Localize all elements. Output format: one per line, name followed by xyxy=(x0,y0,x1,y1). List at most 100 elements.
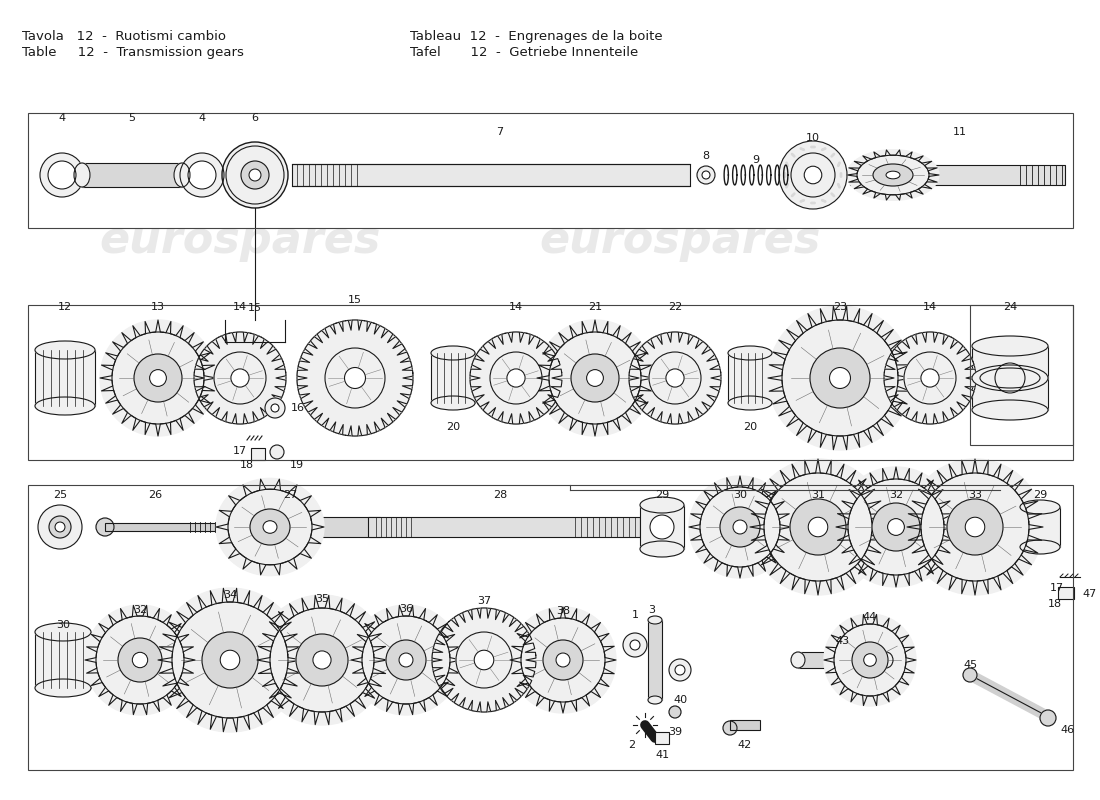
Ellipse shape xyxy=(180,153,224,197)
Ellipse shape xyxy=(802,200,803,202)
Ellipse shape xyxy=(118,638,162,682)
Bar xyxy=(35,632,91,688)
Ellipse shape xyxy=(793,155,794,156)
Ellipse shape xyxy=(702,171,710,179)
Polygon shape xyxy=(297,320,412,436)
Text: 33: 33 xyxy=(968,490,982,500)
Bar xyxy=(1058,587,1074,599)
Ellipse shape xyxy=(822,200,823,201)
Ellipse shape xyxy=(650,515,674,539)
Ellipse shape xyxy=(837,165,839,166)
Ellipse shape xyxy=(782,320,898,436)
Ellipse shape xyxy=(728,346,772,360)
Ellipse shape xyxy=(1020,500,1060,514)
Text: Table     12  -  Transmission gears: Table 12 - Transmission gears xyxy=(22,46,244,59)
Ellipse shape xyxy=(811,202,812,204)
Polygon shape xyxy=(847,150,939,200)
Ellipse shape xyxy=(814,202,815,204)
Ellipse shape xyxy=(838,164,839,166)
Ellipse shape xyxy=(972,400,1048,420)
Text: 17: 17 xyxy=(233,446,248,456)
Ellipse shape xyxy=(839,162,840,163)
Polygon shape xyxy=(537,320,653,436)
Text: 12: 12 xyxy=(58,302,73,312)
Ellipse shape xyxy=(249,169,261,181)
Text: 39: 39 xyxy=(668,727,682,737)
Text: 19: 19 xyxy=(290,460,304,470)
Text: 32: 32 xyxy=(889,490,903,500)
Ellipse shape xyxy=(947,499,1003,555)
Text: 31: 31 xyxy=(811,490,825,500)
Ellipse shape xyxy=(640,541,684,557)
Text: 8: 8 xyxy=(703,151,710,161)
Ellipse shape xyxy=(630,640,640,650)
Bar xyxy=(104,523,214,531)
Ellipse shape xyxy=(669,706,681,718)
Ellipse shape xyxy=(750,459,886,595)
Ellipse shape xyxy=(324,348,385,408)
Text: 26: 26 xyxy=(147,490,162,500)
Ellipse shape xyxy=(801,201,802,202)
Ellipse shape xyxy=(456,632,512,688)
Ellipse shape xyxy=(791,153,835,197)
Bar xyxy=(640,505,684,549)
Ellipse shape xyxy=(791,652,805,668)
Bar xyxy=(250,517,380,537)
Ellipse shape xyxy=(431,346,475,360)
Ellipse shape xyxy=(790,499,846,555)
Ellipse shape xyxy=(838,163,839,165)
Ellipse shape xyxy=(779,141,847,209)
Ellipse shape xyxy=(648,616,662,624)
Ellipse shape xyxy=(689,476,791,578)
Ellipse shape xyxy=(48,161,76,189)
Bar xyxy=(970,305,1072,445)
Ellipse shape xyxy=(150,370,166,386)
Text: 44: 44 xyxy=(862,612,877,622)
Ellipse shape xyxy=(85,605,195,715)
Ellipse shape xyxy=(700,487,780,567)
Ellipse shape xyxy=(1020,540,1060,554)
Ellipse shape xyxy=(804,166,822,184)
Ellipse shape xyxy=(35,397,95,415)
Ellipse shape xyxy=(838,185,839,186)
Text: 21: 21 xyxy=(587,302,602,312)
Bar xyxy=(35,350,95,406)
Ellipse shape xyxy=(921,369,939,387)
Ellipse shape xyxy=(785,186,788,188)
Ellipse shape xyxy=(886,171,900,179)
Ellipse shape xyxy=(623,633,647,657)
Ellipse shape xyxy=(431,396,475,410)
Ellipse shape xyxy=(801,148,802,150)
Ellipse shape xyxy=(296,634,348,686)
Ellipse shape xyxy=(810,348,870,408)
Ellipse shape xyxy=(697,166,715,184)
Text: eurospares: eurospares xyxy=(539,218,821,262)
Ellipse shape xyxy=(824,201,825,202)
Text: Tableau  12  -  Engrenages de la boite: Tableau 12 - Engrenages de la boite xyxy=(410,30,662,43)
Ellipse shape xyxy=(823,149,824,150)
Ellipse shape xyxy=(788,184,789,185)
Ellipse shape xyxy=(825,201,826,202)
Text: 32: 32 xyxy=(133,605,147,615)
Text: 30: 30 xyxy=(733,490,747,500)
Text: 15: 15 xyxy=(248,303,262,313)
Text: 4: 4 xyxy=(198,113,206,123)
Ellipse shape xyxy=(432,608,536,712)
Text: 42: 42 xyxy=(738,740,752,750)
Bar xyxy=(28,485,1072,770)
Ellipse shape xyxy=(840,173,842,174)
Ellipse shape xyxy=(257,595,387,725)
Text: 29: 29 xyxy=(654,490,669,500)
Ellipse shape xyxy=(220,650,240,670)
Text: 1: 1 xyxy=(631,610,638,620)
Ellipse shape xyxy=(666,369,684,387)
Text: 29: 29 xyxy=(1033,490,1047,500)
Ellipse shape xyxy=(836,467,956,587)
Ellipse shape xyxy=(250,509,290,545)
Ellipse shape xyxy=(857,155,929,194)
Ellipse shape xyxy=(962,668,977,682)
Ellipse shape xyxy=(35,341,95,359)
Text: 17: 17 xyxy=(1050,583,1064,593)
Ellipse shape xyxy=(649,352,701,404)
Text: 5: 5 xyxy=(129,113,135,123)
